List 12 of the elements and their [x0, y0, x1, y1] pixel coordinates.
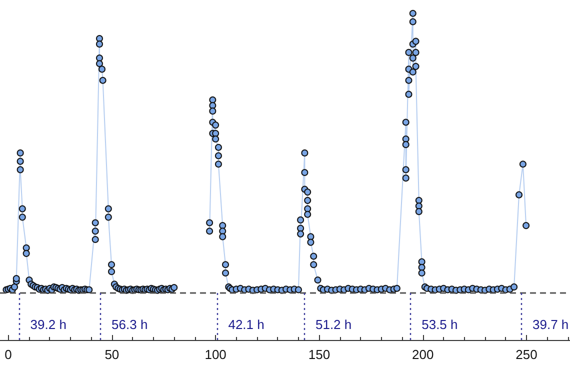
x-tick-label: 150	[308, 347, 330, 362]
ref-line-label: 39.7 h	[532, 317, 569, 332]
x-tick-label: 200	[412, 347, 434, 362]
x-tick-label: 100	[204, 347, 226, 362]
x-tick-label: 0	[4, 347, 12, 362]
ref-line-label: 42.1 h	[228, 317, 264, 332]
ref-line-label: 51.2 h	[315, 317, 352, 332]
ref-line-label: 53.5 h	[422, 317, 458, 332]
ref-line-label: 39.2 h	[30, 317, 66, 332]
ref-line-label: 56.3 h	[112, 317, 148, 332]
x-tick-label: 250	[516, 347, 538, 362]
x-tick-label: 50	[104, 347, 120, 362]
